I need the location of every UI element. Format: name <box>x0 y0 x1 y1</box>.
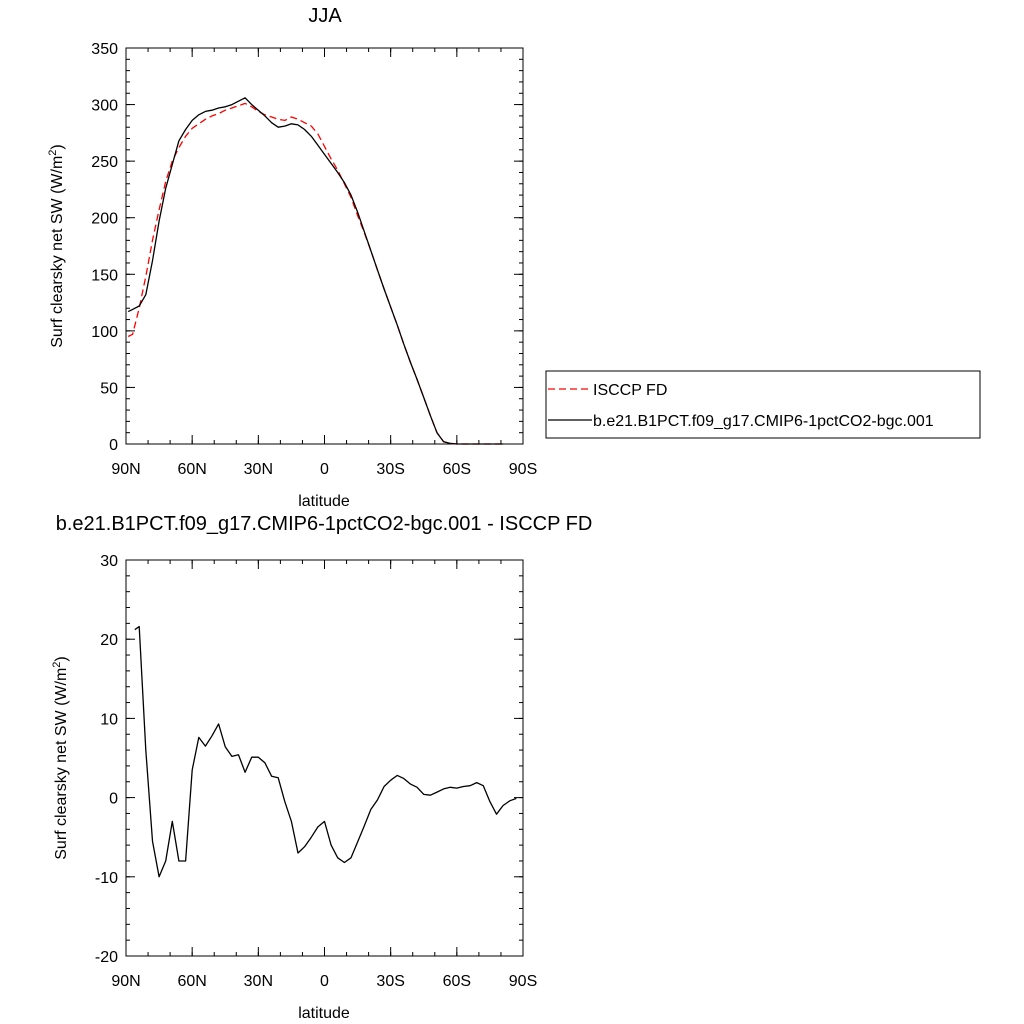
top-x-tick-label: 60S <box>443 461 471 478</box>
top-y-tick-label: 250 <box>91 154 118 171</box>
top-y-tick-label: 50 <box>100 380 118 397</box>
bottom-chart-title: b.e21.B1PCT.f09_g17.CMIP6-1pctCO2-bgc.00… <box>56 513 593 535</box>
legend: ISCCP FD b.e21.B1PCT.f09_g17.CMIP6-1pctC… <box>545 370 981 439</box>
bottom-x-tick-label: 90N <box>111 973 140 990</box>
top-x-tick-label: 30N <box>244 461 273 478</box>
bottom-x-axis-label: latitude <box>298 1005 350 1022</box>
bottom-y-axis-label-main: Surf clearsky net SW (W/m <box>53 668 70 860</box>
bottom-x-tick-label: 60S <box>443 973 471 990</box>
bottom-panel: b.e21.B1PCT.f09_g17.CMIP6-1pctCO2-bgc.00… <box>51 513 592 1022</box>
top-series-line-0 <box>127 102 504 445</box>
bottom-plot-frame <box>125 559 524 957</box>
top-y-tick-label: 100 <box>91 324 118 341</box>
top-plot-frame <box>125 47 524 445</box>
legend-box <box>545 370 981 439</box>
bottom-x-tick-label: 30N <box>244 973 273 990</box>
top-y-tick-label: 0 <box>109 437 118 454</box>
top-x-tick-label: 90S <box>509 461 537 478</box>
top-y-axis-label-main: Surf clearsky net SW (W/m <box>49 156 66 348</box>
bottom-y-axis-label: Surf clearsky net SW (W/m2) <box>51 656 70 859</box>
top-series-line-1 <box>127 97 504 445</box>
bottom-series-line-0 <box>134 625 517 878</box>
top-y-axis-label-end: ) <box>49 144 66 149</box>
bottom-y-tick-label: -20 <box>95 949 118 966</box>
bottom-axis-ticks: 90N 60N 30N 0 30S 60S 90S -20 -10 0 10 20 30 <box>95 553 537 990</box>
top-x-tick-label: 0 <box>320 461 329 478</box>
bottom-y-tick-label: 20 <box>100 632 118 649</box>
top-y-axis-label: Surf clearsky net SW (W/m2) <box>47 144 66 347</box>
bottom-y-tick-label: 10 <box>100 711 118 728</box>
bottom-y-tick-label: 0 <box>109 791 118 808</box>
top-series-lines <box>127 97 504 445</box>
top-y-tick-label: 200 <box>91 211 118 228</box>
top-y-axis-label-sup: 2 <box>47 150 59 156</box>
top-x-tick-label: 60N <box>177 461 206 478</box>
legend-label-model: b.e21.B1PCT.f09_g17.CMIP6-1pctCO2-bgc.00… <box>593 413 934 430</box>
top-x-axis-label: latitude <box>298 493 350 510</box>
bottom-y-tick-label: 30 <box>100 553 118 570</box>
top-axis-ticks: 90N 60N 30N 0 30S 60S 90S 0 50 100 150 200 250 300 350 <box>91 41 537 478</box>
bottom-x-tick-label: 30S <box>376 973 404 990</box>
top-y-tick-label: 300 <box>91 98 118 115</box>
top-x-tick-label: 90N <box>111 461 140 478</box>
bottom-x-tick-label: 0 <box>320 973 329 990</box>
top-panel: JJA 90N 60N 30N 0 30S 60S 90S 0 50 100 150 200 250 30… <box>47 5 537 510</box>
bottom-y-tick-label: -10 <box>95 870 118 887</box>
top-y-tick-label: 150 <box>91 267 118 284</box>
top-chart-title: JJA <box>308 5 342 27</box>
bottom-series-lines <box>134 625 517 878</box>
bottom-y-axis-label-end: ) <box>53 656 70 661</box>
top-y-tick-label: 350 <box>91 41 118 58</box>
bottom-x-tick-label: 90S <box>509 973 537 990</box>
bottom-x-tick-label: 60N <box>177 973 206 990</box>
legend-label-isccp: ISCCP FD <box>593 382 667 399</box>
top-x-tick-label: 30S <box>376 461 404 478</box>
bottom-y-axis-label-sup: 2 <box>51 662 63 668</box>
